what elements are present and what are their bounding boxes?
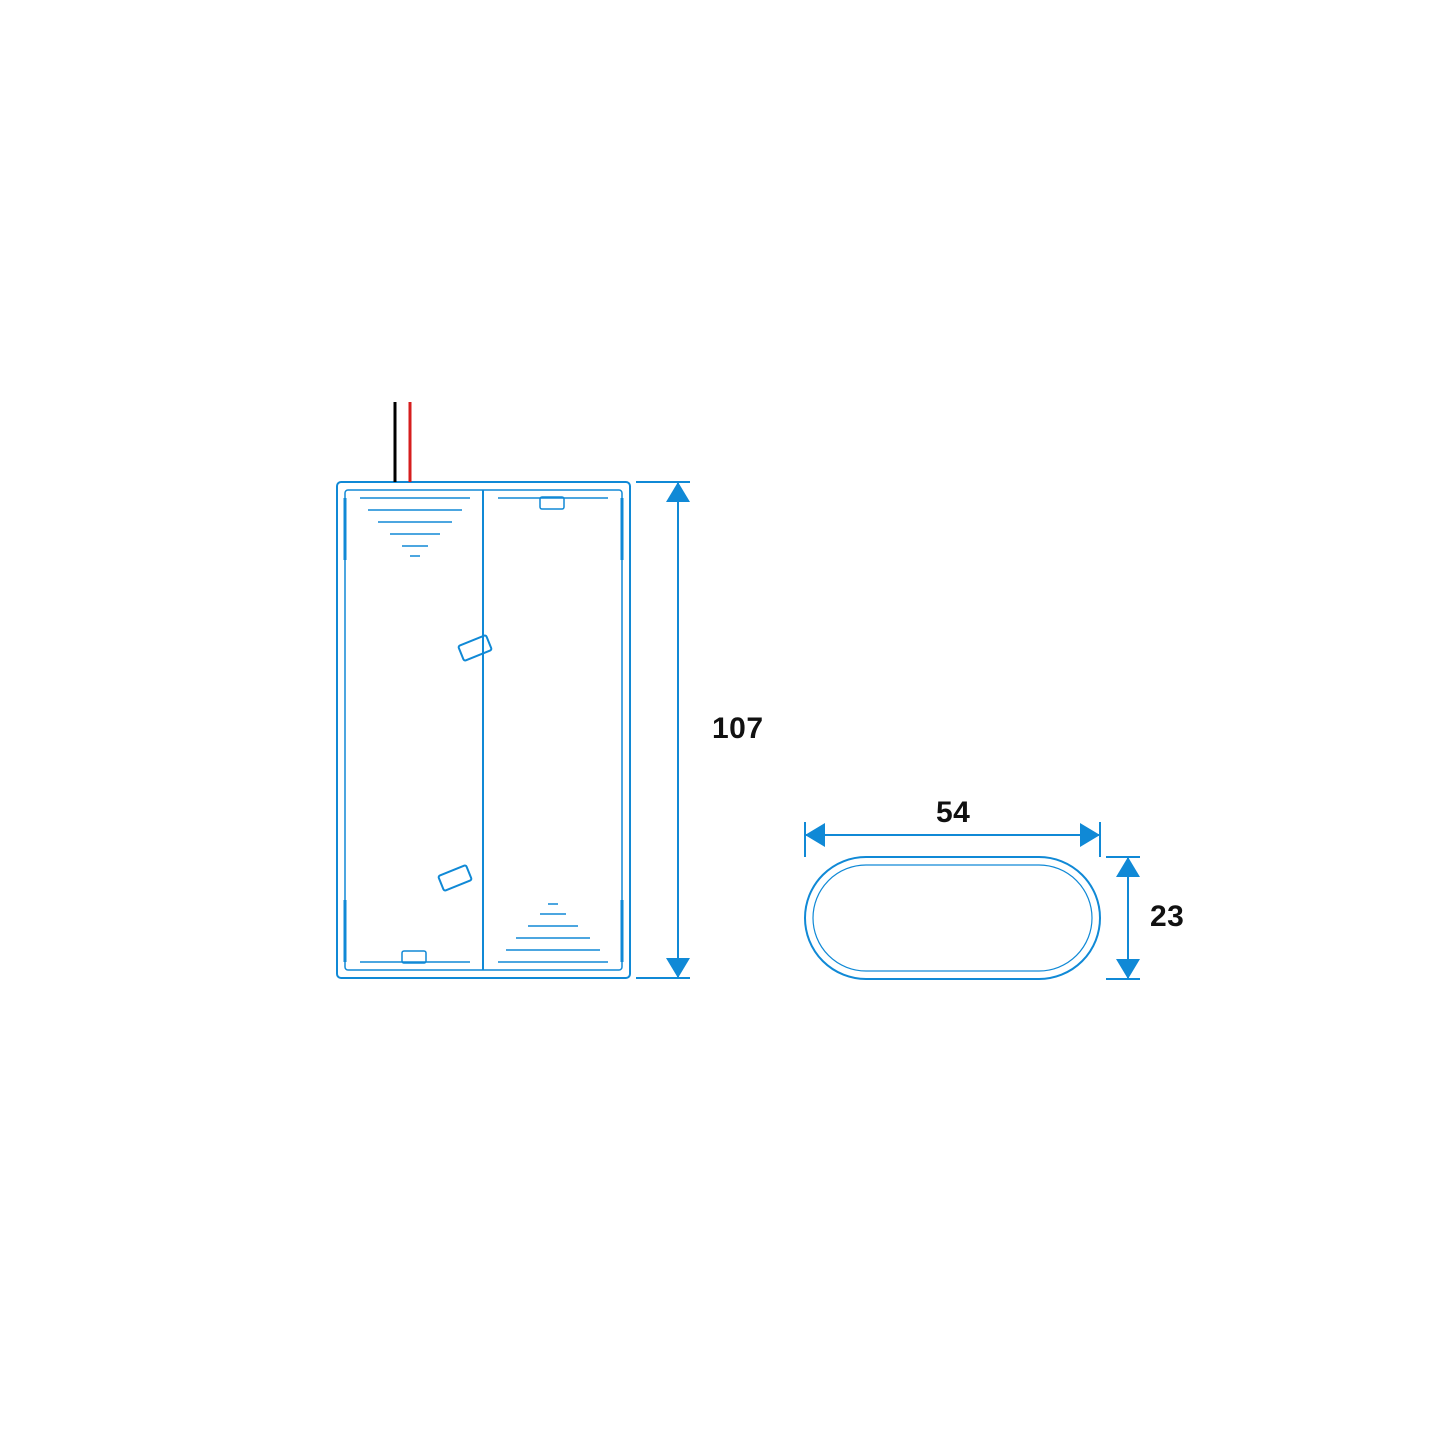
front-view — [337, 482, 630, 978]
dimension-depth-value: 23 — [1150, 900, 1184, 934]
dimension-width-value: 54 — [936, 796, 970, 830]
lead-wires — [395, 402, 410, 482]
dimension-depth — [1106, 857, 1140, 979]
dimension-height-value: 107 — [712, 712, 764, 746]
dimension-height — [636, 482, 690, 978]
drawing-canvas: 107 54 23 — [0, 0, 1440, 1440]
end-view — [805, 857, 1100, 979]
